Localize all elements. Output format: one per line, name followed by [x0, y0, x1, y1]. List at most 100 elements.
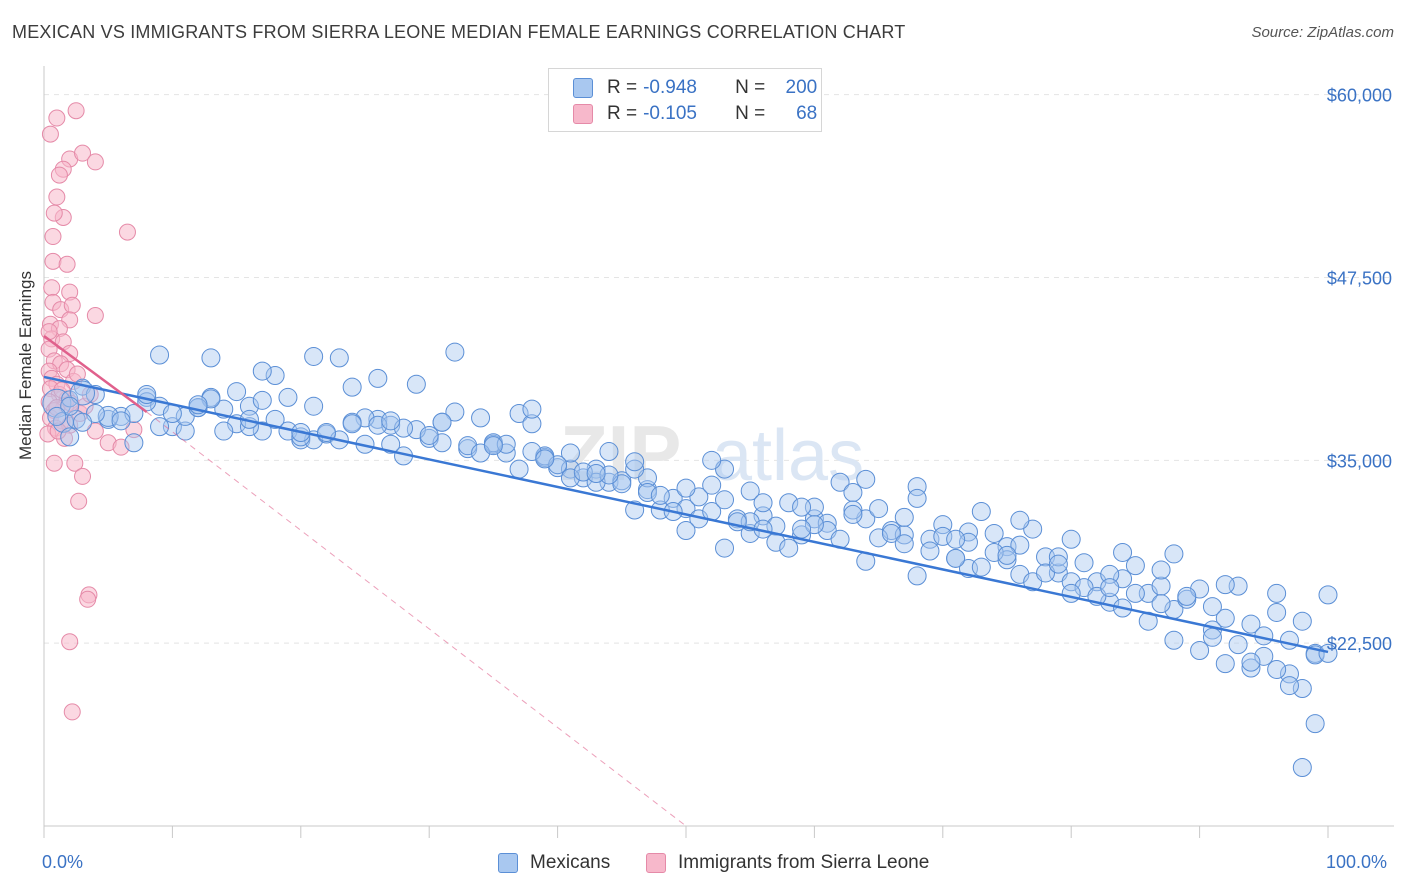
data-point-mexicans [715, 490, 735, 510]
data-point-mexicans [1305, 714, 1325, 734]
data-point-mexicans [381, 411, 401, 431]
data-point-mexicans [1202, 597, 1222, 617]
data-point-mexicans [894, 534, 914, 554]
data-point-mexicans [1267, 583, 1287, 603]
data-point-mexicans [920, 541, 940, 561]
legend-swatch-pink [573, 104, 593, 124]
data-point-mexicans [304, 346, 324, 366]
data-point-mexicans [663, 488, 683, 508]
data-point-mexicans [920, 529, 940, 549]
data-point-mexicans [535, 449, 555, 469]
data-point-mexicans [252, 390, 272, 410]
data-point-mexicans [843, 504, 863, 524]
data-point-mexicans [560, 468, 580, 488]
data-point-mexicans [779, 538, 799, 558]
data-point-mexicans [175, 421, 195, 441]
data-point-mexicans [560, 443, 580, 463]
data-point-mexicans [61, 390, 79, 408]
data-point-mexicans [239, 396, 259, 416]
r-label: R = [607, 103, 638, 124]
x-tick-max: 100.0% [1326, 852, 1388, 872]
y-axis-label: Median Female Earnings [16, 271, 35, 460]
data-point-mexicans [650, 485, 670, 505]
stats-legend: R = -0.948 N = 200 R = -0.105 N = 68 [548, 68, 822, 132]
data-point-mexicans [779, 493, 799, 513]
n-label: N = [735, 77, 766, 98]
data-point-mexicans [971, 502, 991, 522]
data-point-mexicans [60, 396, 80, 416]
data-point-sierra-leone [61, 633, 79, 651]
data-point-mexicans [1279, 676, 1299, 696]
data-point-mexicans [997, 545, 1017, 565]
data-point-mexicans [522, 414, 542, 434]
data-point-mexicans [342, 377, 362, 397]
y-tick-labels: $22,500 $35,000 $47,500 $60,000 [1327, 86, 1392, 655]
data-point-sierra-leone [63, 703, 81, 721]
y-tick-label: $22,500 [1327, 634, 1392, 654]
n-label: N = [735, 103, 766, 124]
data-point-mexicans [1100, 578, 1120, 598]
data-point-mexicans [406, 374, 426, 394]
legend-swatch-blue [573, 78, 593, 98]
n-value: 68 [796, 103, 818, 124]
legend-label-mexicans: Mexicans [530, 852, 611, 873]
data-point-sierra-leone [63, 296, 81, 314]
legend-item-mexicans: Mexicans [498, 852, 610, 874]
trend-line-sierra-leone-extended [146, 411, 687, 827]
data-point-mexicans [548, 455, 568, 475]
trend-line-mexicans [43, 375, 1329, 654]
data-point-sierra-leone [79, 590, 97, 608]
data-point-mexicans [1215, 608, 1235, 628]
legend-swatch-blue [498, 853, 518, 873]
data-point-mexicans [1164, 630, 1184, 650]
data-point-mexicans [1241, 652, 1261, 672]
data-point-mexicans [368, 415, 388, 435]
data-point-mexicans [419, 425, 439, 445]
data-point-sierra-leone [86, 422, 104, 440]
data-point-mexicans [1267, 602, 1287, 622]
data-point-mexicans [1254, 646, 1274, 666]
data-point-mexicans [1074, 553, 1094, 573]
data-point-mexicans [907, 477, 927, 497]
chart-title: MEXICAN VS IMMIGRANTS FROM SIERRA LEONE … [12, 22, 906, 42]
data-point-mexicans [792, 497, 812, 517]
data-point-mexicans [265, 365, 285, 385]
data-point-mexicans [124, 433, 144, 453]
data-point-mexicans [625, 452, 645, 472]
data-point-mexicans [933, 515, 953, 535]
data-point-mexicans [676, 478, 696, 498]
data-point-mexicans [483, 436, 503, 456]
series-legend: Mexicans Immigrants from Sierra Leone [0, 852, 1406, 876]
data-point-mexicans [265, 409, 285, 429]
n-value: 200 [785, 77, 818, 98]
data-point-mexicans [1241, 614, 1261, 634]
data-point-mexicans [984, 542, 1004, 562]
data-point-mexicans [971, 557, 991, 577]
data-point-mexicans [445, 342, 465, 362]
data-point-mexicans [60, 427, 80, 447]
legend-item-sierra-leone: Immigrants from Sierra Leone [646, 852, 929, 874]
data-point-mexicans [1267, 659, 1287, 679]
axes [43, 66, 1394, 838]
data-point-mexicans [830, 472, 850, 492]
grid [44, 94, 1394, 644]
data-point-mexicans [984, 523, 1004, 543]
legend-row-sierra-leone: R = -0.105 N = 68 [573, 103, 817, 125]
data-point-mexicans [946, 548, 966, 568]
data-point-mexicans [1292, 757, 1312, 777]
data-point-mexicans [586, 459, 606, 479]
data-point-mexicans [471, 408, 491, 428]
data-point-mexicans [856, 469, 876, 489]
source-label: Source: ZipAtlas.com [1251, 24, 1394, 41]
data-point-mexicans [625, 459, 645, 479]
data-point-mexicans [111, 406, 131, 426]
data-point-mexicans [201, 348, 221, 368]
data-point-sierra-leone [125, 421, 143, 439]
data-point-mexicans [804, 509, 824, 529]
data-point-mexicans [1048, 554, 1068, 574]
data-point-mexicans [509, 459, 529, 479]
data-point-sierra-leone [45, 454, 63, 472]
data-point-mexicans [1292, 679, 1312, 699]
data-point-mexicans [1202, 627, 1222, 647]
